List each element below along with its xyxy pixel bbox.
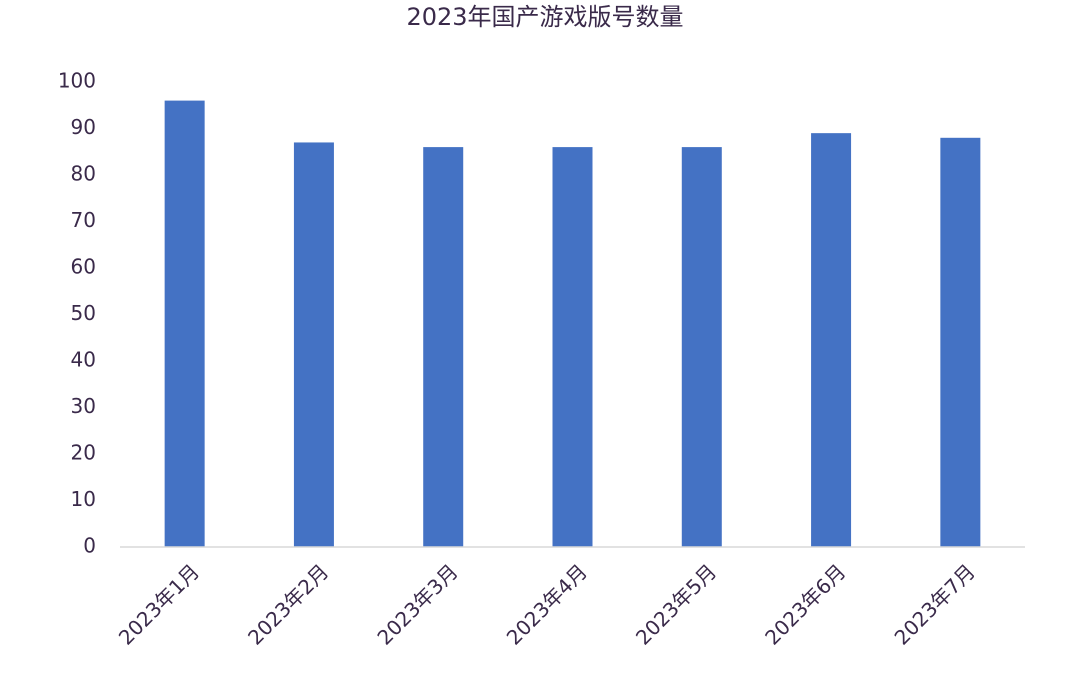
y-tick-label: 90 <box>71 115 96 139</box>
chart-title: 2023年国产游戏版号数量 <box>406 3 683 31</box>
y-tick-label: 40 <box>71 348 96 372</box>
y-tick-label: 100 <box>58 69 96 93</box>
bar <box>940 137 981 548</box>
bar <box>552 147 593 547</box>
x-tick-label: 2023年4月 <box>502 559 592 649</box>
y-tick-label: 30 <box>71 394 96 418</box>
x-tick-label: 2023年6月 <box>760 559 850 649</box>
bar <box>164 100 205 547</box>
y-tick-label: 60 <box>71 255 96 279</box>
bar <box>681 147 722 547</box>
y-tick-label: 20 <box>71 441 96 465</box>
y-tick-label: 10 <box>71 487 96 511</box>
x-tick-label: 2023年3月 <box>372 559 462 649</box>
y-tick-label: 0 <box>83 534 96 558</box>
x-tick-label: 2023年5月 <box>631 559 721 649</box>
y-tick-label: 80 <box>71 162 96 186</box>
bar <box>423 147 464 547</box>
y-tick-label: 50 <box>71 301 96 325</box>
bar <box>811 133 852 547</box>
x-tick-label: 2023年1月 <box>114 559 204 649</box>
bar <box>293 142 334 547</box>
y-tick-label: 70 <box>71 208 96 232</box>
x-tick-label: 2023年2月 <box>243 559 333 649</box>
x-tick-label: 2023年7月 <box>890 559 980 649</box>
